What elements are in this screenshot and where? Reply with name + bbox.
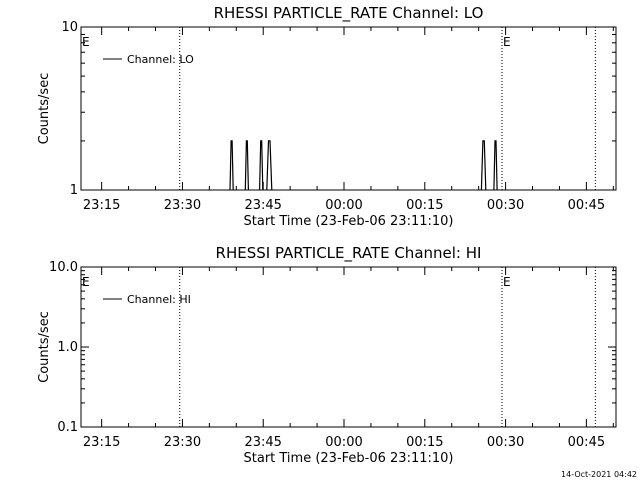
legend-label: Channel: HI [127, 293, 191, 306]
x-tick-label: 00:15 [406, 435, 443, 450]
x-tick-label: 23:45 [244, 198, 281, 213]
chart-panel-1: RHESSI PARTICLE_RATE Channel: LO 1 10 Count… [37, 4, 617, 229]
y-tick-label: 1 [70, 183, 78, 198]
x-tick-label: 23:15 [83, 435, 120, 450]
x-tick-label: 23:15 [83, 198, 120, 213]
event-marker-label: E [82, 275, 90, 289]
x-tick-label: 23:45 [244, 435, 281, 450]
y-tick-label: 0.1 [57, 420, 78, 435]
y-tick-label: 10.0 [49, 260, 78, 275]
series-spike [480, 140, 487, 191]
x-tick-label: 00:00 [325, 435, 362, 450]
y-tick-label: 10 [61, 20, 78, 35]
x-tick-label: 00:45 [568, 198, 605, 213]
y-tick-label: 1.0 [57, 340, 78, 355]
x-tick-label: 00:15 [406, 198, 443, 213]
series-spike [493, 140, 498, 191]
y-axis-label: Counts/sec [37, 73, 52, 145]
x-tick-label: 23:30 [164, 435, 201, 450]
series-spike [229, 140, 234, 191]
series-spike [266, 140, 273, 191]
plot-frame [80, 26, 617, 191]
event-marker-label: E [503, 275, 511, 289]
chart-title: RHESSI PARTICLE_RATE Channel: HI [216, 244, 482, 263]
plot-frame [80, 266, 617, 428]
chart-title: RHESSI PARTICLE_RATE Channel: LO [214, 4, 484, 23]
event-marker-label: E [503, 35, 511, 49]
x-axis-label: Start Time (23-Feb-06 23:11:10) [244, 451, 454, 466]
y-axis-label: Counts/sec [37, 311, 52, 383]
x-tick-label: 23:30 [164, 198, 201, 213]
series-spike [244, 140, 249, 191]
series-spike [259, 140, 264, 191]
event-marker-label: E [82, 35, 90, 49]
x-tick-label: 00:00 [325, 198, 362, 213]
x-axis-label: Start Time (23-Feb-06 23:11:10) [244, 214, 454, 229]
generation-timestamp: 14-Oct-2021 04:42 [561, 470, 637, 479]
legend-label: Channel: LO [127, 53, 194, 66]
x-tick-label: 00:45 [568, 435, 605, 450]
x-tick-label: 00:30 [487, 435, 524, 450]
chart-panel-2: RHESSI PARTICLE_RATE Channel: HI 0.1 1.0 10… [37, 244, 617, 466]
x-tick-label: 00:30 [487, 198, 524, 213]
